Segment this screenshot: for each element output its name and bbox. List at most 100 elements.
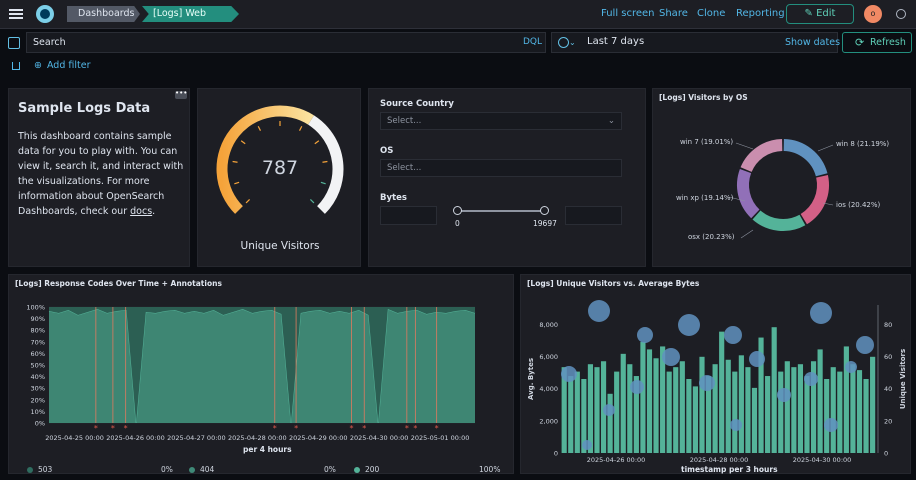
clone-link[interactable]: Clone: [697, 8, 726, 19]
bar: [751, 387, 758, 453]
donut-slice-win-xp: [737, 168, 760, 219]
docs-link[interactable]: docs: [130, 206, 153, 217]
markdown-panel: ••• Sample Logs Data This dashboard cont…: [8, 88, 190, 267]
edit-label: Edit: [816, 8, 836, 19]
bytes-min-input[interactable]: [380, 206, 437, 225]
donut-slice-win-7: [740, 139, 783, 173]
bytes-label: Bytes: [380, 193, 407, 203]
bytes-max-input[interactable]: [565, 206, 622, 225]
breadcrumb-dashboards[interactable]: Dashboards: [67, 6, 140, 22]
bar: [863, 379, 869, 453]
reporting-link[interactable]: Reporting: [736, 8, 785, 19]
add-filter-link[interactable]: Add filter: [34, 60, 91, 71]
legend-503[interactable]: 503: [27, 465, 52, 474]
y-left-tick-label: 6,000: [539, 353, 558, 361]
os-select[interactable]: Select...: [380, 159, 622, 177]
calendar-icon[interactable]: [558, 37, 569, 48]
date-range[interactable]: Last 7 days: [587, 36, 645, 47]
range-min-handle[interactable]: [453, 206, 462, 215]
saved-query-icon[interactable]: [8, 37, 20, 49]
visitor-bubble: [824, 418, 838, 432]
y-left-label: Avg. Bytes: [527, 358, 535, 400]
breadcrumb-current: [Logs] Web Traffic: [142, 6, 239, 22]
country-select[interactable]: Select... ⌄: [380, 112, 622, 130]
visitor-bubble: [749, 351, 765, 367]
range-min-value: 0: [455, 219, 460, 228]
legend-404-pct: 0%: [324, 465, 336, 474]
bar: [712, 364, 718, 453]
query-bar: Search DQL ⌄ Last 7 days Show dates Refr…: [0, 32, 916, 54]
visitor-bubble: [777, 388, 791, 402]
gauge-label: Unique Visitors: [240, 240, 320, 252]
donut-slice-win-8: [783, 139, 828, 177]
leader-line: [735, 142, 754, 150]
donut-slice-osx: [752, 210, 806, 231]
annotation-marker: *: [294, 424, 298, 433]
os-label-osx: osx (20.23%): [688, 233, 735, 241]
y-left-tick-label: 0: [554, 450, 558, 458]
leader-line: [817, 144, 834, 152]
y-left-tick-label: 4,000: [539, 385, 558, 393]
bar: [673, 367, 679, 453]
y-tick-label: 50%: [31, 362, 45, 370]
share-link[interactable]: Share: [659, 8, 688, 19]
bar: [574, 371, 580, 453]
bar: [627, 364, 633, 453]
bar: [738, 355, 744, 453]
visitor-bubble: [804, 372, 818, 386]
x-tick-label: 2025-05-01 00:00: [411, 434, 470, 442]
bar: [850, 364, 856, 453]
dql-toggle[interactable]: DQL: [523, 37, 543, 47]
gauge-tick: [240, 140, 246, 145]
x-tick-label: 2025-04-28 00:00: [690, 456, 749, 464]
annotation-marker: *: [94, 424, 98, 433]
bar: [568, 376, 574, 453]
search-input[interactable]: Search: [26, 32, 546, 53]
resp-xlabel: per 4 hours: [243, 445, 292, 454]
bar: [870, 356, 876, 453]
gauge-tick: [257, 125, 262, 131]
legend-404[interactable]: 404: [189, 465, 214, 474]
date-picker[interactable]: [551, 32, 838, 53]
show-dates-link[interactable]: Show dates: [785, 37, 841, 48]
bar: [679, 361, 685, 453]
full-screen-link[interactable]: Full screen: [601, 8, 655, 19]
opensearch-logo-icon[interactable]: [36, 5, 54, 23]
legend-200[interactable]: 200: [354, 465, 379, 474]
bar: [686, 379, 692, 453]
gauge-track: [307, 115, 344, 214]
bar: [732, 371, 738, 453]
chevron-down-icon: ⌄: [607, 116, 615, 126]
controls-panel: Source Country Select... ⌄ OS Select... B…: [368, 88, 646, 267]
visitor-bubble: [582, 440, 592, 450]
range-track: [457, 210, 545, 212]
refresh-button[interactable]: Refresh: [842, 32, 912, 53]
edit-button[interactable]: ✎ Edit: [786, 4, 854, 24]
visitor-bubble: [724, 326, 742, 344]
os-label-win7: win 7 (19.01%): [680, 138, 734, 146]
markdown-title: Sample Logs Data: [18, 101, 151, 116]
gauge-panel: 787 Unique Visitors: [197, 88, 361, 267]
bar: [614, 371, 620, 453]
country-label: Source Country: [380, 99, 454, 109]
os-visitors-panel: [Logs] Visitors by OS win 7 (19.01%) win…: [652, 88, 911, 267]
bar: [837, 371, 843, 453]
y-tick-label: 60%: [31, 350, 45, 358]
avatar[interactable]: o: [864, 5, 882, 23]
gauge-tick: [309, 198, 315, 204]
chevron-down-icon[interactable]: ⌄: [569, 38, 576, 47]
filter-icon[interactable]: [12, 62, 20, 70]
bar: [830, 367, 836, 453]
y-right-tick-label: 80: [884, 321, 892, 329]
bar: [758, 337, 764, 453]
legend-503-pct: 0%: [161, 465, 173, 474]
menu-icon[interactable]: [9, 7, 23, 21]
bar: [646, 349, 653, 453]
bar: [633, 376, 639, 453]
y-right-tick-label: 0: [884, 450, 888, 458]
x-tick-label: 2025-04-30 00:00: [793, 456, 852, 464]
help-icon[interactable]: [896, 9, 906, 19]
annotation-marker: *: [413, 424, 417, 433]
range-max-handle[interactable]: [540, 206, 549, 215]
panel-options-icon[interactable]: •••: [175, 89, 188, 99]
